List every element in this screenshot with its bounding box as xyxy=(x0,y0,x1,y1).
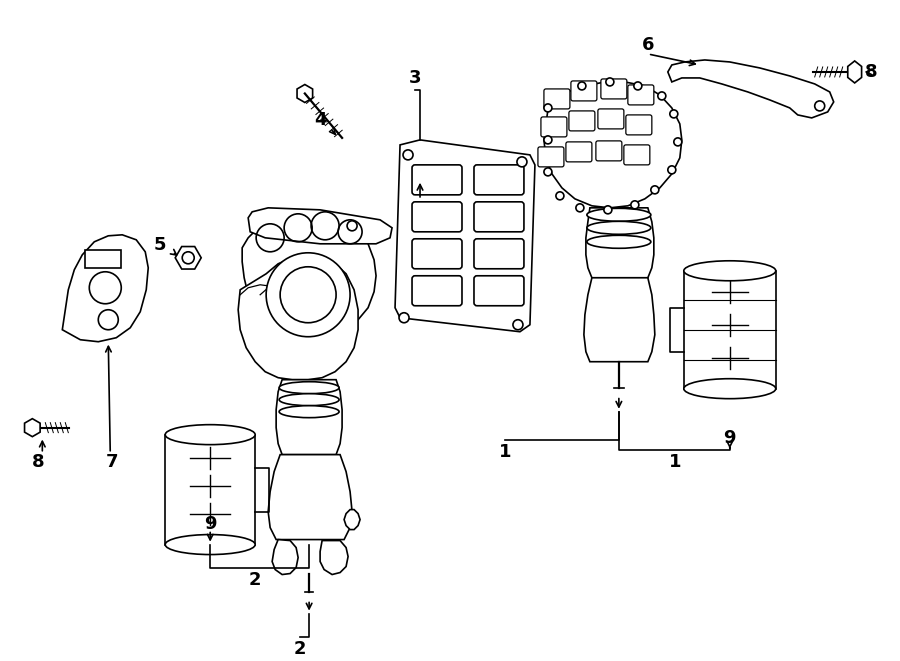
FancyBboxPatch shape xyxy=(412,165,462,195)
Ellipse shape xyxy=(684,261,776,281)
Circle shape xyxy=(604,206,612,214)
Circle shape xyxy=(556,192,564,200)
Polygon shape xyxy=(176,247,202,269)
FancyBboxPatch shape xyxy=(474,202,524,232)
FancyBboxPatch shape xyxy=(571,81,597,101)
Polygon shape xyxy=(268,455,352,539)
Polygon shape xyxy=(544,82,682,208)
Polygon shape xyxy=(238,256,358,379)
Circle shape xyxy=(98,310,118,330)
FancyBboxPatch shape xyxy=(628,85,653,105)
Ellipse shape xyxy=(587,221,651,234)
Circle shape xyxy=(658,92,666,100)
Ellipse shape xyxy=(587,208,651,221)
FancyBboxPatch shape xyxy=(596,141,622,161)
Ellipse shape xyxy=(684,379,776,399)
Circle shape xyxy=(517,157,526,167)
Circle shape xyxy=(347,221,357,231)
FancyBboxPatch shape xyxy=(624,145,650,165)
Circle shape xyxy=(634,82,642,90)
Text: 7: 7 xyxy=(106,453,119,471)
FancyBboxPatch shape xyxy=(474,165,524,195)
Circle shape xyxy=(814,101,824,111)
FancyBboxPatch shape xyxy=(601,79,627,99)
Text: 2: 2 xyxy=(249,570,261,588)
Circle shape xyxy=(674,138,682,146)
Text: 9: 9 xyxy=(724,428,736,447)
Polygon shape xyxy=(668,60,833,118)
Bar xyxy=(684,271,776,389)
FancyBboxPatch shape xyxy=(598,109,624,129)
Circle shape xyxy=(578,82,586,90)
Polygon shape xyxy=(848,61,861,83)
Circle shape xyxy=(403,150,413,160)
FancyBboxPatch shape xyxy=(566,142,592,162)
Circle shape xyxy=(280,267,336,323)
Circle shape xyxy=(544,104,552,112)
Circle shape xyxy=(89,272,122,304)
Polygon shape xyxy=(242,213,376,342)
Polygon shape xyxy=(320,541,348,574)
Circle shape xyxy=(544,168,552,176)
Ellipse shape xyxy=(279,394,339,406)
Polygon shape xyxy=(584,278,655,362)
FancyBboxPatch shape xyxy=(412,202,462,232)
Circle shape xyxy=(668,166,676,174)
FancyBboxPatch shape xyxy=(474,276,524,306)
Bar xyxy=(166,435,256,545)
FancyBboxPatch shape xyxy=(412,276,462,306)
Polygon shape xyxy=(344,510,360,529)
Circle shape xyxy=(670,110,678,118)
Polygon shape xyxy=(24,418,40,437)
Ellipse shape xyxy=(279,381,339,394)
Circle shape xyxy=(544,136,552,144)
Polygon shape xyxy=(272,539,298,574)
Ellipse shape xyxy=(166,424,256,445)
Circle shape xyxy=(651,186,659,194)
Circle shape xyxy=(606,78,614,86)
FancyBboxPatch shape xyxy=(412,239,462,269)
FancyBboxPatch shape xyxy=(474,239,524,269)
Circle shape xyxy=(631,201,639,209)
FancyBboxPatch shape xyxy=(541,117,567,137)
Text: 4: 4 xyxy=(314,111,327,129)
Polygon shape xyxy=(248,208,392,244)
Circle shape xyxy=(182,252,194,264)
Polygon shape xyxy=(297,85,312,102)
Circle shape xyxy=(513,320,523,330)
Circle shape xyxy=(399,313,409,323)
FancyBboxPatch shape xyxy=(544,89,570,109)
Text: 6: 6 xyxy=(642,36,654,54)
Ellipse shape xyxy=(587,235,651,249)
Text: 1: 1 xyxy=(499,443,511,461)
Text: 2: 2 xyxy=(294,641,306,658)
FancyBboxPatch shape xyxy=(569,111,595,131)
Polygon shape xyxy=(395,140,535,332)
Text: 5: 5 xyxy=(154,236,166,254)
Ellipse shape xyxy=(166,535,256,555)
Polygon shape xyxy=(276,379,342,455)
Text: 1: 1 xyxy=(669,453,681,471)
Ellipse shape xyxy=(279,406,339,418)
Circle shape xyxy=(576,204,584,212)
Polygon shape xyxy=(586,208,653,278)
Text: 8: 8 xyxy=(32,453,45,471)
Text: 3: 3 xyxy=(409,69,421,87)
Polygon shape xyxy=(62,235,148,342)
Text: 8: 8 xyxy=(865,63,878,81)
Bar xyxy=(86,250,122,268)
FancyBboxPatch shape xyxy=(538,147,564,167)
Text: 9: 9 xyxy=(204,514,216,533)
FancyBboxPatch shape xyxy=(626,115,652,135)
Circle shape xyxy=(266,253,350,336)
